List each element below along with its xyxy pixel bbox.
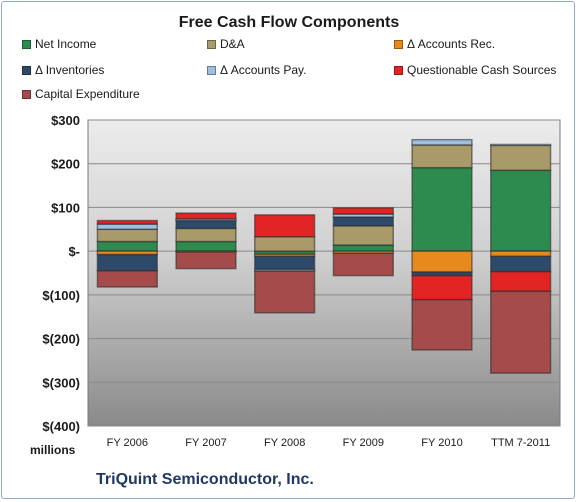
bar-segment — [490, 290, 552, 374]
bar-segment — [332, 244, 394, 252]
y-tick-label: $100 — [51, 200, 80, 215]
bar-segment — [411, 274, 473, 301]
legend-item: Δ Accounts Rec. — [394, 37, 495, 51]
bar-segment — [96, 219, 158, 225]
company-name: TriQuint Semiconductor, Inc. — [96, 471, 314, 488]
bar-segment — [96, 223, 158, 231]
legend-swatch — [207, 39, 216, 49]
bar-segment — [175, 227, 237, 243]
legend-swatch — [22, 89, 31, 99]
legend-swatch — [22, 39, 31, 49]
bar-segment — [175, 240, 237, 252]
bar-segment — [254, 255, 316, 271]
bar-segment — [254, 235, 316, 252]
bar-segment — [254, 270, 316, 314]
bar-segment — [96, 240, 158, 252]
unit-label: millions — [30, 443, 76, 457]
x-tick-label: FY 2010 — [421, 437, 462, 449]
legend-label: Capital Expenditure — [35, 87, 140, 101]
x-tick-label: FY 2009 — [343, 437, 384, 449]
legend-item: Capital Expenditure — [22, 87, 140, 101]
legend-label: Δ Accounts Pay. — [220, 63, 307, 77]
y-tick-label: $- — [68, 244, 80, 259]
bar-segment — [254, 214, 316, 238]
bar-segment — [490, 169, 552, 252]
legend-item: Δ Inventories — [22, 63, 104, 77]
bar-segment — [96, 228, 158, 243]
bar-segment — [175, 251, 237, 270]
legend-item: Questionable Cash Sources — [394, 63, 556, 77]
y-tick-label: $(300) — [42, 375, 80, 390]
bar-segment — [175, 212, 237, 220]
bar-segment — [411, 298, 473, 351]
bar-segment — [96, 253, 158, 272]
legend-swatch — [207, 65, 216, 75]
bar-segment — [490, 270, 552, 293]
y-tick-label: $(100) — [42, 288, 80, 303]
legend-swatch — [22, 65, 31, 75]
legend-label: Questionable Cash Sources — [407, 63, 557, 77]
legend-label: Δ Accounts Rec. — [407, 37, 496, 51]
legend-item: Net Income — [22, 37, 96, 51]
bar-segment — [332, 216, 394, 227]
bar-segment — [175, 219, 237, 230]
bar-segment — [96, 270, 158, 288]
plot-background — [87, 119, 561, 427]
bar-segment — [411, 166, 473, 252]
legend-swatch — [394, 39, 403, 49]
chart-title: Free Cash Flow Components — [178, 14, 400, 31]
bar-segment — [332, 207, 394, 215]
legend-item: D&A — [207, 37, 245, 51]
bar-segment — [490, 144, 552, 172]
x-tick-label: FY 2008 — [264, 437, 305, 449]
legend-label: Net Income — [35, 37, 97, 51]
x-tick-label: TTM 7-2011 — [491, 437, 550, 449]
x-tick-label: FY 2006 — [107, 437, 148, 449]
bar-segment — [411, 144, 473, 169]
bar-segment — [490, 250, 552, 258]
bar-segment — [411, 250, 473, 273]
legend-item: Δ Accounts Pay. — [207, 63, 307, 77]
bar-segment — [332, 225, 394, 246]
y-tick-label: $(400) — [42, 419, 80, 434]
legend-swatch — [394, 65, 403, 75]
bar-segment — [490, 255, 552, 273]
legend-label: D&A — [220, 37, 245, 51]
y-tick-label: $200 — [51, 157, 80, 172]
bar-segment — [411, 138, 473, 146]
x-tick-label: FY 2007 — [185, 437, 226, 449]
bar-segment — [490, 143, 552, 147]
legend-label: Δ Inventories — [35, 63, 105, 77]
bar-segment — [332, 252, 394, 277]
y-tick-label: $300 — [51, 113, 80, 128]
y-tick-label: $(200) — [42, 332, 80, 347]
